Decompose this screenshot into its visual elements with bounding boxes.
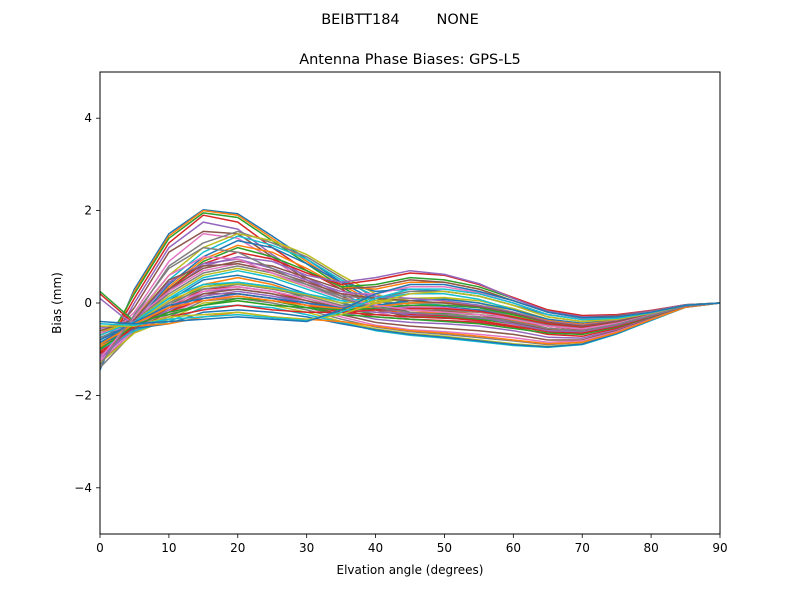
x-tick-label: 20 — [230, 541, 245, 555]
series-line-16 — [100, 260, 720, 332]
series-layer — [100, 208, 720, 371]
series-line-46 — [100, 262, 720, 332]
series-line-48 — [100, 246, 720, 366]
x-tick-label: 50 — [437, 541, 452, 555]
series-line-49 — [100, 290, 720, 327]
figure-suptitle: BEIBTT184 NONE — [321, 12, 479, 28]
series-line-51 — [100, 283, 720, 325]
x-tick-label: 60 — [506, 541, 521, 555]
x-tick-label: 0 — [96, 541, 104, 555]
y-axis: −4 −2 0 2 4 — [74, 111, 100, 495]
x-tick-label: 30 — [299, 541, 314, 555]
y-tick-label: 0 — [84, 296, 92, 310]
x-tick-label: 80 — [643, 541, 658, 555]
y-tick-label: −4 — [74, 481, 92, 495]
y-tick-label: −2 — [74, 388, 92, 402]
series-line-31 — [100, 302, 720, 348]
x-tick-label: 90 — [712, 541, 727, 555]
y-axis-label: Bias (mm) — [50, 272, 64, 334]
x-tick-label: 70 — [575, 541, 590, 555]
y-tick-label: 4 — [84, 111, 92, 125]
y-tick-label: 2 — [84, 204, 92, 218]
chart-title: Antenna Phase Biases: GPS-L5 — [299, 52, 521, 68]
series-line-35 — [100, 290, 720, 333]
series-line-47 — [100, 256, 720, 359]
series-line-50 — [100, 288, 720, 326]
x-axis-label: Elvation angle (degrees) — [337, 563, 484, 577]
x-tick-label: 40 — [368, 541, 383, 555]
x-tick-label: 10 — [161, 541, 176, 555]
x-axis: 0 10 20 30 40 50 60 70 80 90 — [96, 534, 728, 555]
